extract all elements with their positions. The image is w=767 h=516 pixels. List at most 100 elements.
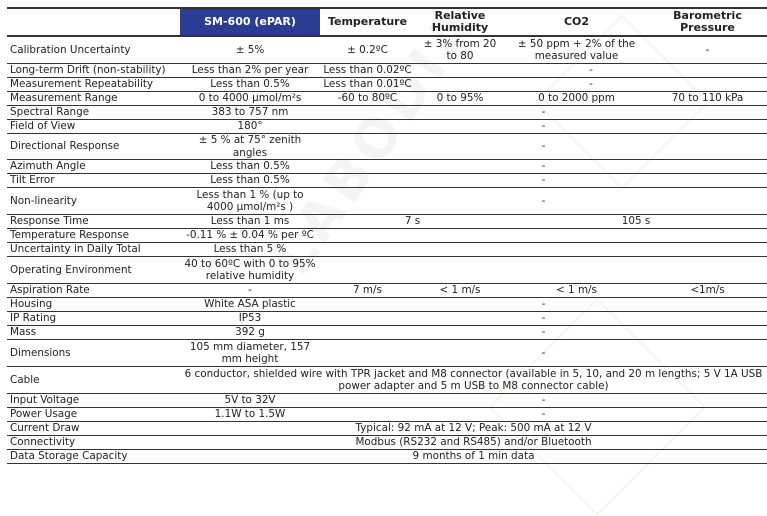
table-cell: -	[415, 77, 767, 92]
row-label: IP Rating	[7, 311, 180, 326]
row-label: Mass	[7, 325, 180, 340]
table-cell: -	[320, 407, 767, 422]
table-row: Aspiration Rate -7 m/s < 1 m/s < 1 m/s <1m/s	[7, 283, 767, 298]
table-cell: 7 s	[320, 214, 505, 229]
table-cell: Typical: 92 mA at 12 V; Peak: 500 mA at …	[180, 421, 767, 436]
table-cell: -	[648, 36, 767, 64]
table-cell: -	[320, 325, 767, 340]
table-cell: 105 s	[505, 214, 767, 229]
table-row: Dimensions 105 mm diameter, 157 mm height…	[7, 339, 767, 367]
table-cell: -	[415, 63, 767, 78]
table-cell: Less than 0.02ºC	[320, 63, 415, 78]
table-cell: 0 to 2000 ppm	[505, 91, 648, 106]
table-cell: -	[320, 187, 767, 215]
table-cell: 6 conductor, shielded wire with TPR jack…	[180, 366, 767, 394]
table-row: Measurement Range 0 to 4000 µmol/m²s -60 t…	[7, 91, 767, 106]
table-row: Data Storage Capacity 9 months of 1 min d…	[7, 449, 767, 464]
row-label: Azimuth Angle	[7, 159, 180, 174]
table-cell: -	[320, 159, 767, 174]
row-label: Data Storage Capacity	[7, 449, 180, 464]
table-cell: -	[180, 283, 320, 298]
table-cell: 40 to 60ºC with 0 to 95% relative humidi…	[180, 256, 320, 284]
row-label: Aspiration Rate	[7, 283, 180, 298]
table-cell: Less than 0.5%	[180, 173, 320, 188]
row-label: Temperature Response	[7, 228, 180, 243]
table-cell: Modbus (RS232 and RS485) and/or Bluetoot…	[180, 435, 767, 450]
table-cell: -60 to 80ºC	[320, 91, 415, 106]
table-row: Calibration Uncertainty ± 5% ± 0.2ºC ± 3% f…	[7, 36, 767, 64]
row-label: Input Voltage	[7, 393, 180, 408]
row-label: Calibration Uncertainty	[7, 36, 180, 64]
table-cell: -	[320, 133, 767, 160]
table-cell: 0 to 4000 µmol/m²s	[180, 91, 320, 106]
table-cell: 9 months of 1 min data	[180, 449, 767, 464]
row-label: Current Draw	[7, 421, 180, 436]
table-row: Spectral Range 383 to 757 nm -	[7, 105, 767, 120]
table-row: Connectivity Modbus (RS232 and RS485) and…	[7, 435, 767, 450]
header-blank	[7, 7, 180, 37]
table-cell: Less than 0.5%	[180, 77, 320, 92]
header-sm-600: SM-600 (ePAR)	[180, 7, 320, 37]
table-cell: < 1 m/s	[415, 283, 505, 298]
table-row: Housing White ASA plastic -	[7, 297, 767, 312]
table-cell: 70 to 110 kPa	[648, 91, 767, 106]
table-cell: -	[320, 173, 767, 188]
table-cell: ± 5 % at 75° zenith angles	[180, 133, 320, 160]
table-cell	[320, 242, 767, 257]
table-cell: IP53	[180, 311, 320, 326]
table-cell: -	[320, 297, 767, 312]
table-cell: -	[320, 119, 767, 134]
row-label: Field of View	[7, 119, 180, 134]
table-row: Temperature Response -0.11 % ± 0.04 % per…	[7, 228, 767, 243]
table-row: Long-term Drift (non-stability) Less than…	[7, 63, 767, 78]
table-cell: ± 0.2ºC	[320, 36, 415, 64]
table-cell: <1m/s	[648, 283, 767, 298]
table-cell: < 1 m/s	[505, 283, 648, 298]
table-row: Non-linearity Less than 1 % (up to 4000 µ…	[7, 187, 767, 215]
table-cell: 392 g	[180, 325, 320, 340]
header-relative-humidity: Relative Humidity	[415, 7, 505, 37]
row-label: Response Time	[7, 214, 180, 229]
table-row: Response Time Less than 1 ms 7 s 105 s	[7, 214, 767, 229]
table-cell: White ASA plastic	[180, 297, 320, 312]
table-cell	[320, 228, 767, 243]
table-cell: -	[320, 105, 767, 120]
table-cell: 0 to 95%	[415, 91, 505, 106]
row-label: Directional Response	[7, 133, 180, 160]
row-label: Non-linearity	[7, 187, 180, 215]
spec-table: SM-600 (ePAR) Temperature Relative Humid…	[7, 7, 767, 464]
table-cell: ± 5%	[180, 36, 320, 64]
table-row: IP Rating IP53-	[7, 311, 767, 326]
header-row: SM-600 (ePAR) Temperature Relative Humid…	[7, 7, 767, 37]
table-row: Operating Environment 40 to 60ºC with 0 t…	[7, 256, 767, 284]
header-barometric-pressure: Barometric Pressure	[648, 7, 767, 37]
table-row: Current Draw Typical: 92 mA at 12 V; Peak…	[7, 421, 767, 436]
table-cell: Less than 0.01ºC	[320, 77, 415, 92]
table-cell: -0.11 % ± 0.04 % per ºC	[180, 228, 320, 243]
row-label: Spectral Range	[7, 105, 180, 120]
table-row: Uncertainty in Daily Total Less than 5 %	[7, 242, 767, 257]
row-label: Power Usage	[7, 407, 180, 422]
table-cell: -	[320, 339, 767, 367]
table-cell: -	[320, 311, 767, 326]
row-label: Housing	[7, 297, 180, 312]
table-cell: Less than 5 %	[180, 242, 320, 257]
table-row: Azimuth Angle Less than 0.5% -	[7, 159, 767, 174]
table-cell: 180°	[180, 119, 320, 134]
row-label: Cable	[7, 366, 180, 394]
table-row: Input Voltage 5V to 32V -	[7, 393, 767, 408]
table-cell: 5V to 32V	[180, 393, 320, 408]
row-label: Long-term Drift (non-stability)	[7, 63, 180, 78]
table-cell: ± 3% from 20 to 80	[415, 36, 505, 64]
table-row: Tilt Error Less than 0.5% -	[7, 173, 767, 188]
row-label: Measurement Repeatability	[7, 77, 180, 92]
table-cell: Less than 2% per year	[180, 63, 320, 78]
table-row: Cable 6 conductor, shielded wire with TPR…	[7, 366, 767, 394]
table-row: Field of View 180° -	[7, 119, 767, 134]
table-cell: ± 50 ppm + 2% of the measured value	[505, 36, 648, 64]
header-co2: CO2	[505, 7, 648, 37]
table-cell: 383 to 757 nm	[180, 105, 320, 120]
table-row: Directional Response ± 5 % at 75° zenith …	[7, 133, 767, 160]
table-cell	[320, 256, 767, 284]
table-row: Mass 392 g-	[7, 325, 767, 340]
